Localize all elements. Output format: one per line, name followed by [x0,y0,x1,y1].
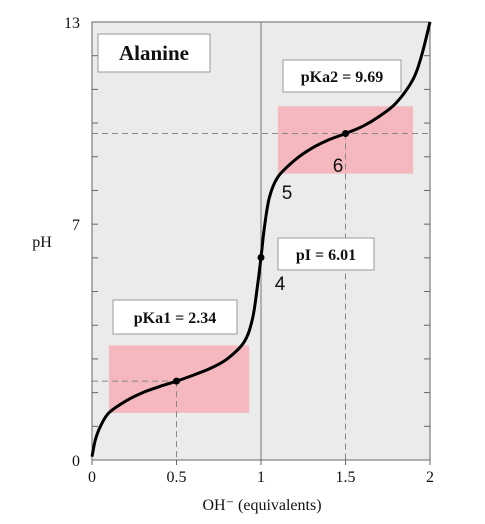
x-tick-label: 0 [88,469,96,486]
x-tick-label: 1.5 [336,469,356,486]
x-axis-label: OH⁻ (equivalents) [202,497,321,514]
chart-title: Alanine [119,41,189,65]
pka1-box [112,299,238,335]
titration-curve [90,21,432,457]
pka2-box [282,59,402,93]
pka1-label: pKa1 = 2.34 [134,310,216,327]
y-axis-label: pH [32,234,52,251]
title-box [97,33,211,73]
y-tick-label: 7 [72,217,80,234]
region-number-5: 5 [282,183,293,204]
region-number-6: 6 [333,156,344,177]
x-tick-label: 1 [257,469,265,486]
x-tick-label: 0.5 [167,469,187,486]
pi-label: pI = 6.01 [296,247,356,264]
region-number-4: 4 [275,274,286,295]
x-tick-label: 2 [426,469,434,486]
y-tick-label: 13 [64,15,80,32]
buffer-region-2 [277,106,414,174]
y-tick-label: 0 [72,453,80,470]
key-point [257,254,265,262]
pi-box [277,237,375,271]
key-point [173,377,180,385]
pka2-label: pKa2 = 9.69 [301,69,383,86]
key-point [342,130,349,138]
